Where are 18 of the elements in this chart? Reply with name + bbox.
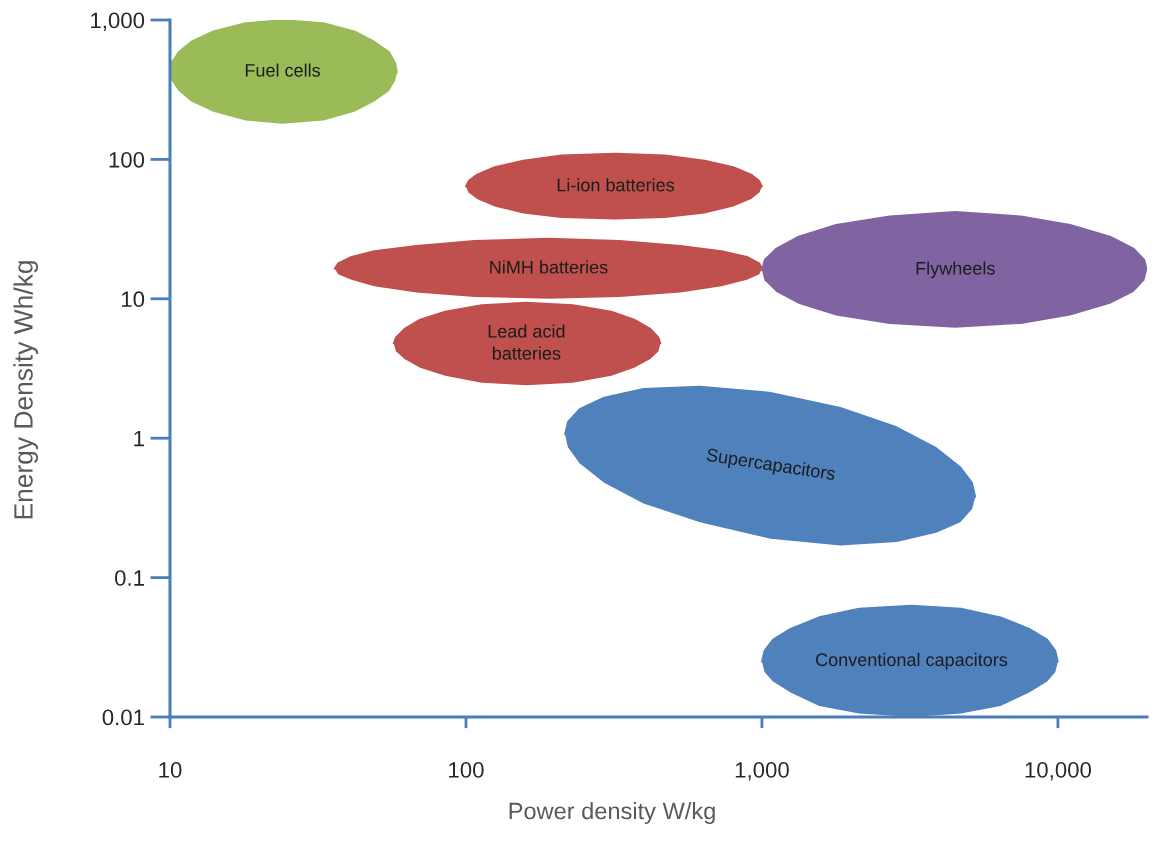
y-tick-label: 1 — [134, 430, 144, 447]
series-label: Lead acid batteries — [488, 324, 565, 360]
text: Fuel cells — [245, 63, 321, 77]
y-axis-title: Energy Density Wh/kg — [13, 261, 38, 519]
series-label: Conventional capacitors — [816, 652, 1008, 670]
text: Flywheels — [916, 261, 995, 279]
x-tick-label: 1,000 — [735, 762, 789, 781]
x-tick-label: 10,000 — [1025, 762, 1092, 781]
x-tick-label: 10 — [159, 762, 182, 778]
y-tick-label: 100 — [109, 151, 145, 168]
series-label: NiMH batteries — [490, 260, 608, 274]
y-tick-label: 10 — [121, 291, 145, 308]
x-axis-title: Power density W/kg — [509, 802, 715, 825]
y-tick-label: 0.01 — [102, 709, 144, 726]
y-tick-label: 1,000 — [91, 12, 145, 31]
y-tick-label: 0.1 — [114, 570, 144, 586]
x-tick-label: 100 — [449, 762, 484, 778]
series-label: Li-ion batteries — [557, 178, 675, 192]
